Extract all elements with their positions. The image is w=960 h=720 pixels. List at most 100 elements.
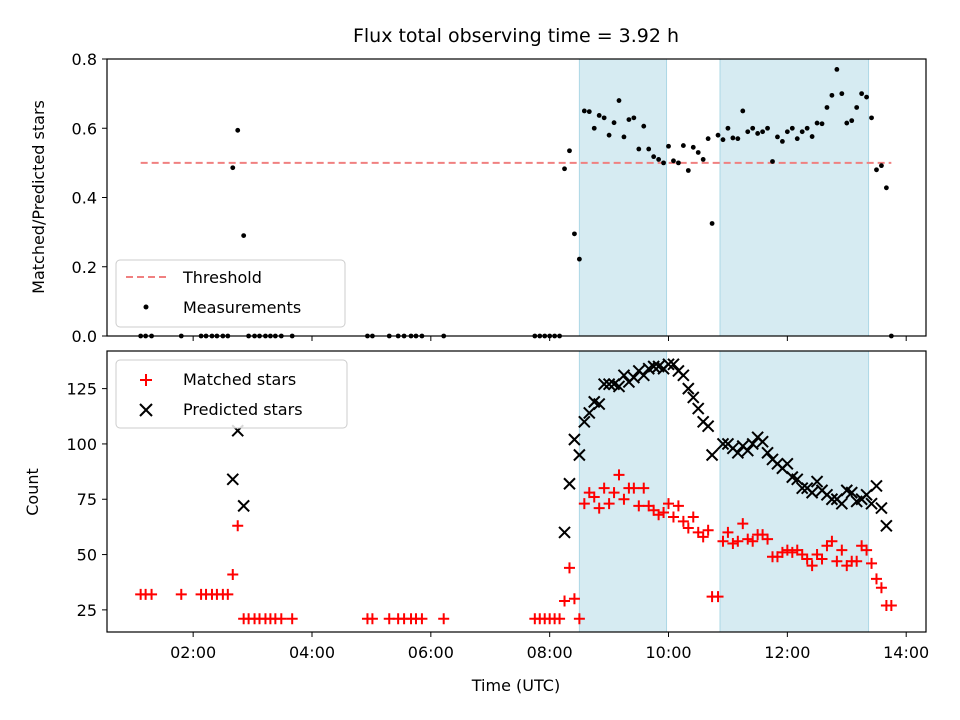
matched-stars-point [717, 535, 729, 547]
predicted-stars-point [677, 369, 690, 382]
x-tick-label: 14:00 [883, 643, 929, 662]
matched-stars-point [275, 613, 287, 625]
measurement-point [740, 108, 746, 114]
measurement-point [784, 129, 790, 135]
x-tick-label: 02:00 [170, 643, 216, 662]
measurement-point [814, 120, 820, 126]
time-x-axis-label: Time (UTC) [471, 676, 560, 695]
matched-stars-point [712, 591, 724, 603]
predicted-stars-point [558, 526, 571, 539]
count-y-tick-label: 25 [77, 601, 97, 620]
measurement-point [715, 132, 721, 138]
predicted-stars-point [796, 481, 809, 495]
ratio-observing-window-1 [578, 58, 668, 337]
measurement-point [844, 120, 850, 126]
count-y-tick-label: 50 [77, 546, 97, 565]
predicted-stars-point [612, 380, 626, 393]
predicted-stars-point [716, 437, 730, 451]
measurement-point [883, 185, 889, 191]
predicted-stars-point [617, 369, 631, 382]
predicted-stars-point [741, 444, 754, 457]
measurement-point [760, 129, 765, 135]
matched-stars-point [851, 555, 863, 567]
predicted-stars-point [865, 497, 878, 510]
measurement-point [567, 148, 572, 154]
measurement-point [789, 125, 795, 131]
measurement-point [680, 143, 686, 148]
measurements-legend-swatch [143, 304, 149, 310]
predicted-stars-point [781, 457, 794, 471]
x-tick-label: 04:00 [289, 643, 335, 662]
measurement-point [576, 256, 582, 262]
x-tick-label: 06:00 [408, 643, 454, 662]
predicted-stars-point [805, 486, 819, 499]
matched-stars-point [578, 498, 590, 510]
count-plot-frame [106, 350, 927, 633]
matched-stars-point [593, 502, 605, 514]
measurement-point [770, 159, 775, 164]
measurement-point [572, 231, 577, 237]
predicted-stars-point [662, 358, 675, 371]
measurement-point [765, 125, 770, 131]
matched-stars-point [836, 544, 848, 556]
matched-stars-point [608, 487, 620, 499]
measurement-point [874, 167, 879, 173]
measurement-point [864, 94, 869, 100]
matched-stars-point [742, 533, 754, 545]
predicted-stars-point [701, 420, 715, 433]
measurement-point [656, 157, 662, 162]
predicted-stars-point [583, 406, 596, 420]
measurement-point [775, 134, 780, 140]
predicted-stars-point [875, 501, 888, 515]
count-y-tick-label: 100 [66, 435, 97, 454]
matched-stars-point [861, 544, 873, 556]
matched-stars-point [682, 522, 694, 534]
matched-stars-point [727, 537, 739, 549]
predicted-stars-point [568, 433, 581, 446]
measurement-point [641, 123, 647, 129]
matched-stars-point [870, 573, 882, 585]
measurement-point [621, 134, 627, 140]
chart-title: Flux total observing time = 3.92 h [353, 25, 679, 47]
measurement-point [235, 127, 241, 133]
predicted-stars-point [835, 497, 849, 510]
matched-stars-point [286, 613, 298, 625]
matched-stars-point [702, 524, 714, 536]
predicted-stars-point [627, 371, 641, 384]
matched-stars-point [554, 613, 566, 625]
predicted-stars-point [756, 435, 769, 448]
measurement-point [794, 136, 800, 142]
matched-stars-point [598, 482, 610, 494]
measurement-point [626, 117, 632, 122]
measurement-point [725, 125, 731, 131]
predicted-stars-point [667, 358, 680, 371]
predicted-stars-point [746, 437, 759, 451]
measurement-point [720, 137, 726, 143]
measurement-point [709, 221, 715, 226]
threshold-legend-label: Threshold [182, 268, 262, 287]
matched-stars-point [658, 507, 670, 519]
matched-stars-point [737, 518, 749, 530]
count-legend: Matched stars Predicted stars [115, 359, 348, 429]
matched-stars-point [638, 482, 650, 494]
predicted-stars-point [810, 475, 824, 488]
matched-stars-point [563, 562, 575, 574]
matched-stars-point [618, 493, 630, 505]
measurement-point [879, 163, 884, 169]
matched-stars-point [801, 553, 813, 565]
matched-stars-point [416, 613, 428, 625]
measurement-point [695, 150, 701, 155]
predicted-stars-point [637, 369, 650, 382]
matched-stars-point [747, 535, 759, 547]
measurement-point [700, 157, 706, 162]
matched-stars-point [866, 557, 878, 569]
measurement-point [829, 92, 835, 98]
predicted-stars-point [687, 391, 700, 404]
matched-stars-point [826, 535, 838, 547]
ratio-legend: Threshold Measurements [115, 259, 346, 328]
predicted-stars-point [870, 479, 883, 493]
measurement-point [651, 154, 657, 160]
ratio-y-tick-label: 0.2 [72, 258, 97, 277]
ratio-y-tick-label: 0.4 [72, 189, 97, 208]
